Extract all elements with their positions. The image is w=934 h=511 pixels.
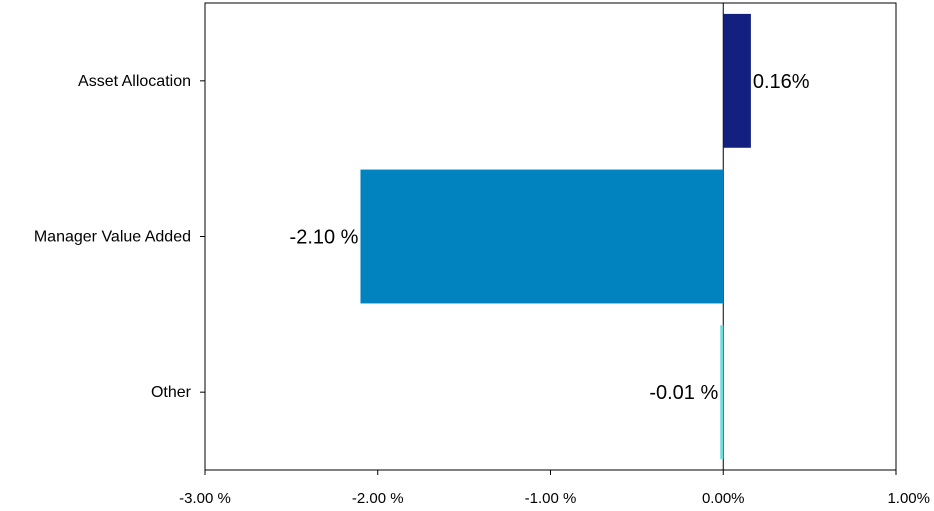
bar-asset-allocation <box>723 13 751 148</box>
category-label: Other <box>151 384 192 401</box>
x-tick-label: -2.00 % <box>352 490 404 507</box>
x-tick-label: 1.00% <box>887 490 930 507</box>
bar-manager-value-added <box>360 169 724 304</box>
x-tick-label: 0.00% <box>702 490 745 507</box>
x-tick-label: -1.00 % <box>525 490 577 507</box>
data-label: 0.16% <box>753 71 810 93</box>
category-label: Manager Value Added <box>34 229 191 246</box>
category-label: Asset Allocation <box>78 73 191 90</box>
bar-other <box>720 325 724 460</box>
data-label: -2.10 % <box>290 227 359 249</box>
data-label: -0.01 % <box>649 382 718 404</box>
x-tick-label: -3.00 % <box>179 490 231 507</box>
